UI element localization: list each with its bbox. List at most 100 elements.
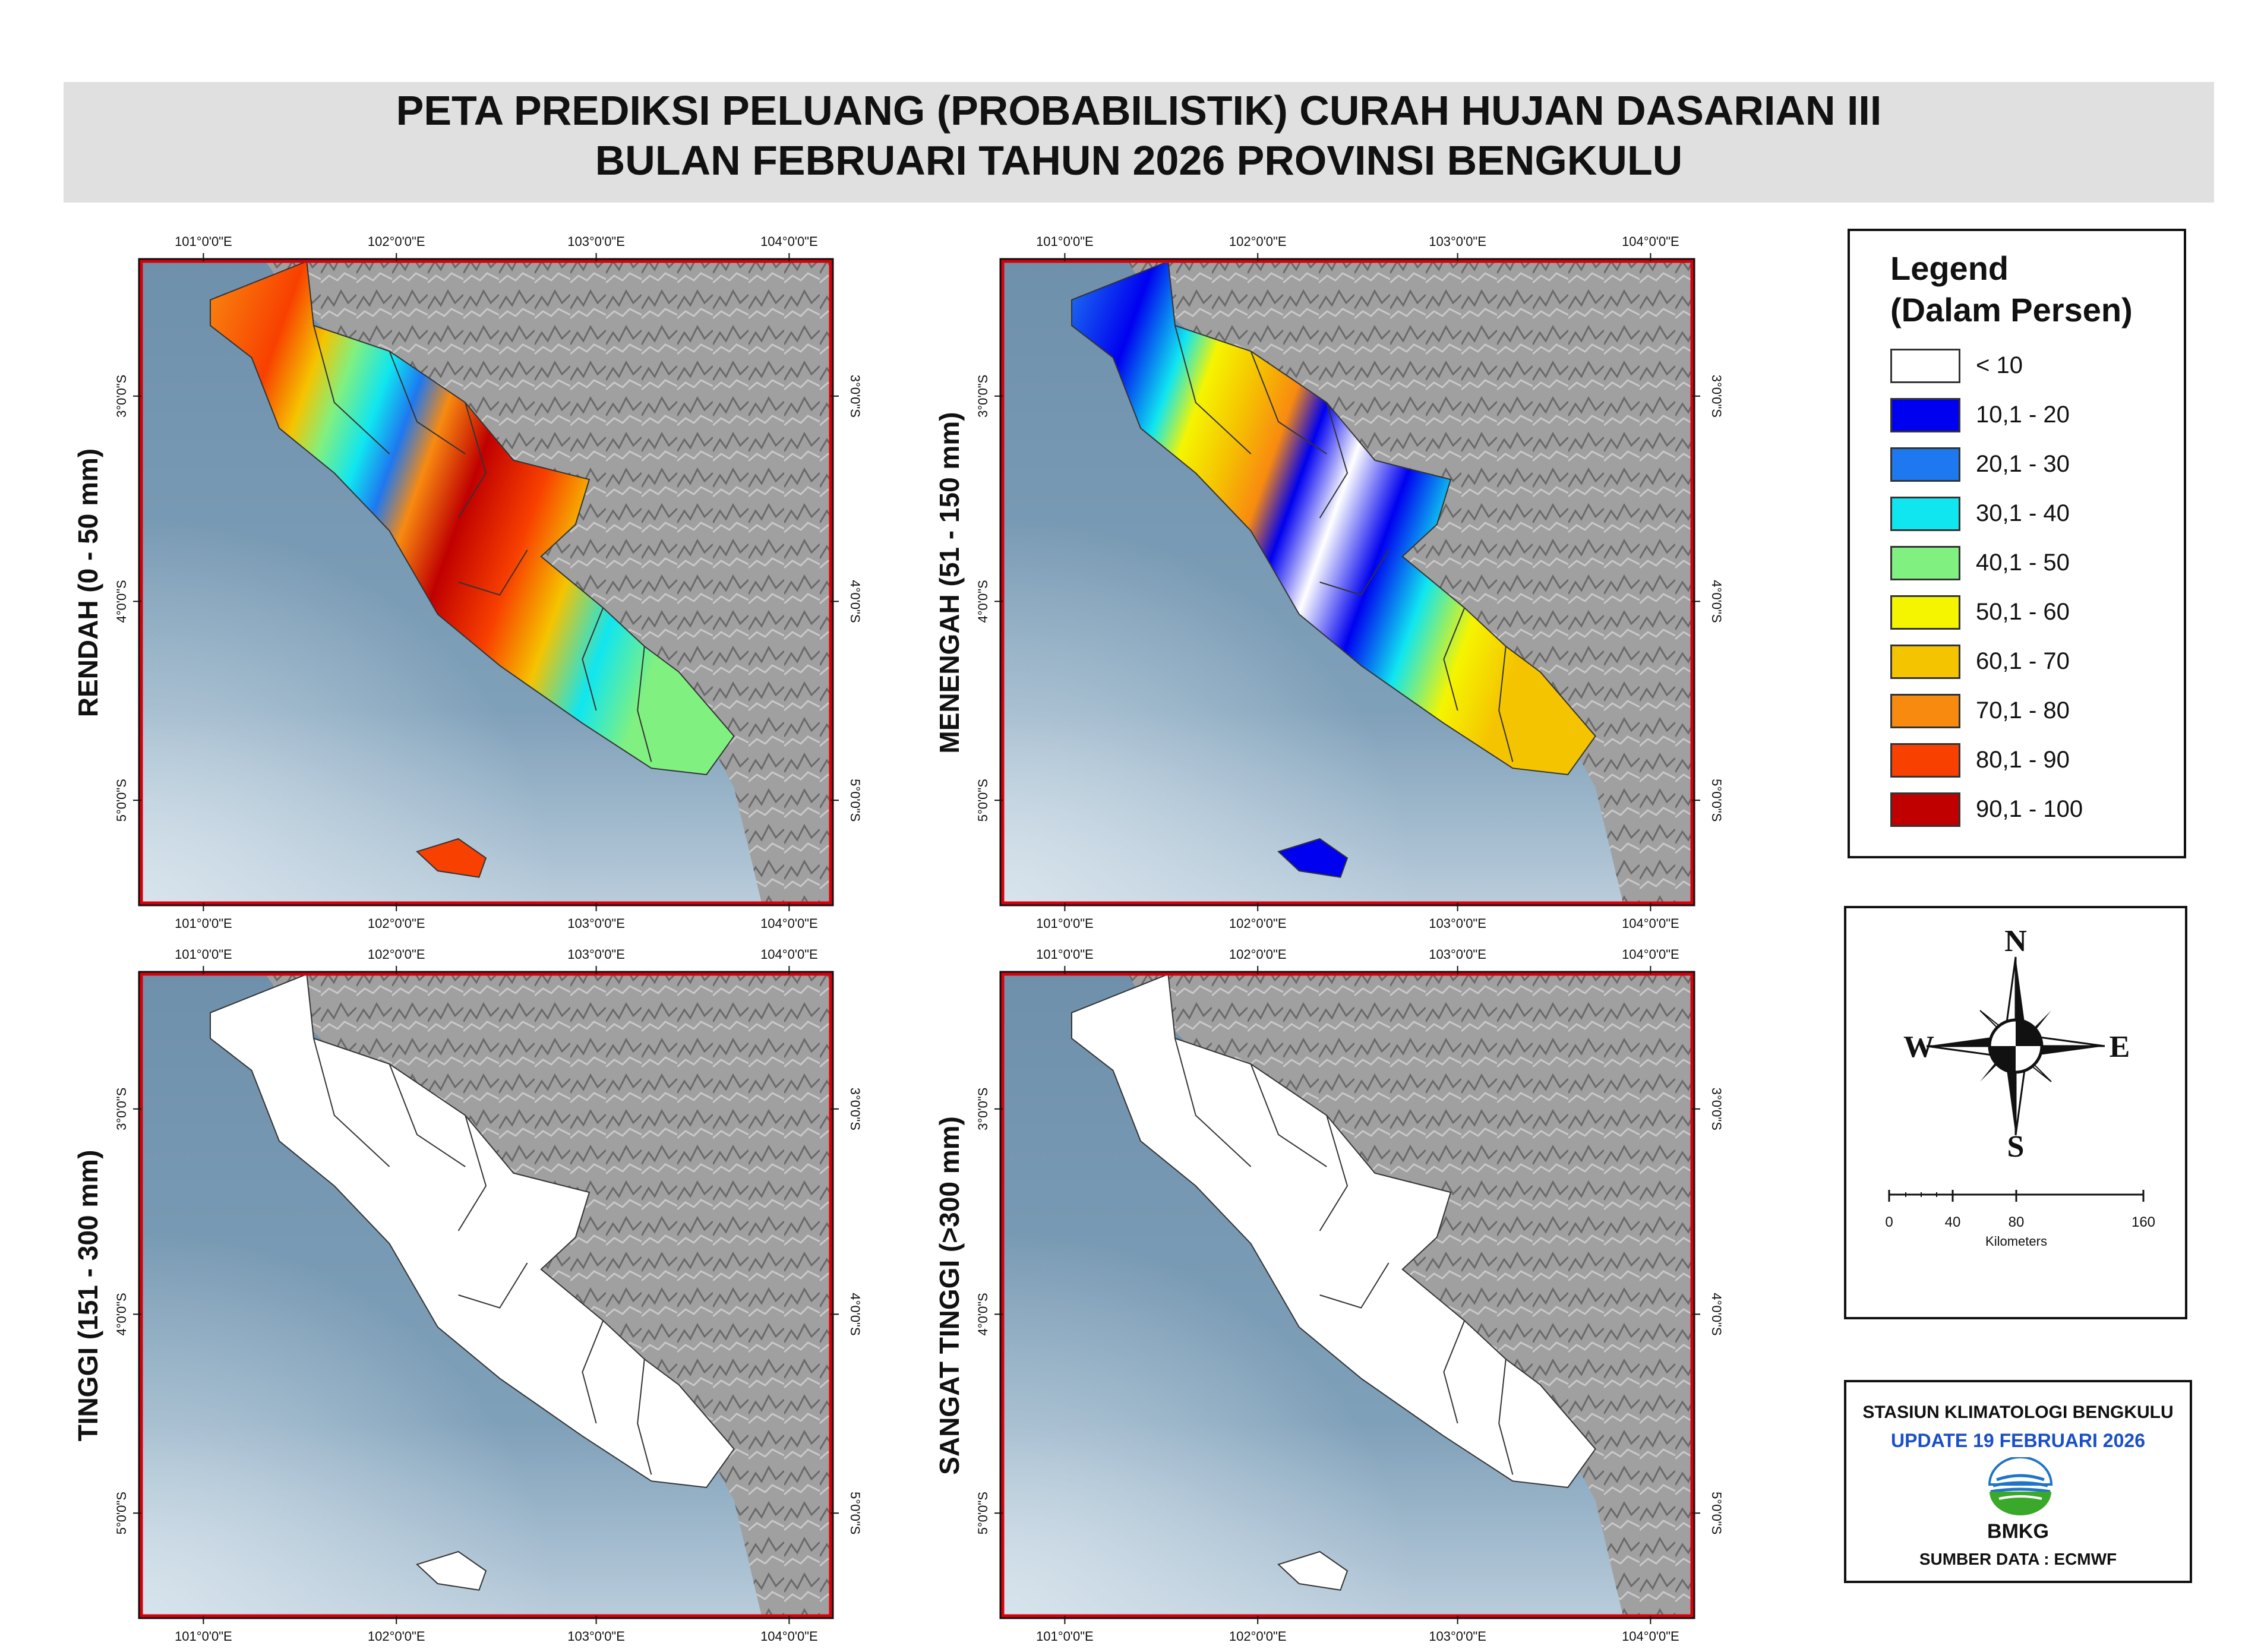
bmkg-logo-icon bbox=[1988, 1457, 2053, 1515]
legend-label: 70,1 - 80 bbox=[1976, 697, 2070, 724]
legend-label: 40,1 - 50 bbox=[1976, 549, 2070, 576]
data-source: SUMBER DATA : ECMWF bbox=[1919, 1550, 2117, 1568]
district-boundary bbox=[637, 1359, 652, 1475]
lon-tick-label: 103°0'0"E bbox=[567, 234, 625, 249]
title-band: PETA PREDIKSI PELUANG (PROBABILISTIK) CU… bbox=[64, 82, 2214, 203]
lat-tick-label: 4°0'0"S bbox=[975, 1293, 990, 1335]
lat-tick-label: 5°0'0"S bbox=[975, 1492, 990, 1534]
legend-swatch bbox=[1890, 398, 1960, 432]
lon-tick-label: 102°0'0"E bbox=[1229, 234, 1287, 249]
legend-title: Legend bbox=[1890, 249, 2009, 287]
map-panel: 101°0'0"E 101°0'0"E 102°0'0"E 102°0'0"E 103°… bbox=[975, 947, 1724, 1644]
legend-swatch bbox=[1890, 447, 1960, 482]
lon-tick-label: 102°0'0"E bbox=[1229, 916, 1287, 931]
scale-bar: 0 40 80 160 Kilometers bbox=[1885, 1190, 2155, 1249]
legend-label: 60,1 - 70 bbox=[1976, 648, 2070, 674]
map-border bbox=[999, 971, 1695, 1619]
compass-and-scale: N S E W 0 40 80 160 Kilometers bbox=[1844, 906, 2187, 1319]
lon-tick-label: 104°0'0"E bbox=[760, 947, 818, 962]
enggano-island bbox=[416, 1550, 487, 1591]
lon-tick-label: 103°0'0"E bbox=[1429, 1629, 1486, 1644]
lon-tick-label: 104°0'0"E bbox=[1622, 1629, 1679, 1644]
lat-tick-label: 3°0'0"S bbox=[848, 375, 863, 418]
legend-item: 80,1 - 90 bbox=[1890, 743, 2175, 778]
station-name: STASIUN KLIMATOLOGI BENGKULU bbox=[1862, 1403, 2174, 1422]
legend-swatch bbox=[1890, 694, 1960, 728]
district-boundary bbox=[582, 1320, 604, 1424]
enggano-island bbox=[1277, 1550, 1349, 1591]
lat-tick-label: 5°0'0"S bbox=[114, 1492, 129, 1534]
legend-label: 50,1 - 60 bbox=[1976, 599, 2070, 625]
lat-tick-label: 5°0'0"S bbox=[848, 779, 863, 822]
bmkg-logo-text: BMKG bbox=[1987, 1520, 2049, 1543]
enggano-island bbox=[1277, 838, 1349, 878]
update-date: UPDATE 19 FEBRUARI 2026 bbox=[1891, 1430, 2145, 1451]
legend-swatch bbox=[1890, 349, 1960, 383]
district-boundary bbox=[389, 1063, 466, 1167]
panel-label: TINGGI (151 - 300 mm) bbox=[72, 1149, 103, 1442]
map-panel: 101°0'0"E 101°0'0"E 102°0'0"E 102°0'0"E 103°… bbox=[114, 234, 863, 931]
legend-swatch bbox=[1890, 792, 1960, 827]
legend-label: 80,1 - 90 bbox=[1976, 747, 2070, 773]
lon-tick-label: 101°0'0"E bbox=[175, 1629, 232, 1644]
lon-tick-label: 103°0'0"E bbox=[1429, 947, 1486, 962]
lon-tick-label: 102°0'0"E bbox=[368, 947, 425, 962]
scale-tick-80: 80 bbox=[2009, 1214, 2025, 1230]
lat-tick-label: 4°0'0"S bbox=[114, 1293, 129, 1335]
lat-tick-label: 5°0'0"S bbox=[848, 1492, 863, 1534]
west-label: W bbox=[1903, 1030, 1934, 1064]
district-boundary bbox=[1250, 350, 1327, 454]
legend-swatch bbox=[1890, 595, 1960, 630]
lat-tick-label: 4°0'0"S bbox=[848, 580, 863, 623]
lon-tick-label: 101°0'0"E bbox=[1036, 234, 1094, 249]
legend: Legend (Dalam Persen) < 10 10,1 - 20 20,1 … bbox=[1848, 229, 2186, 858]
lat-tick-label: 3°0'0"S bbox=[114, 1088, 129, 1130]
map-border bbox=[999, 258, 1695, 906]
lon-tick-label: 104°0'0"E bbox=[760, 234, 818, 249]
lon-tick-label: 101°0'0"E bbox=[1036, 916, 1094, 931]
lat-tick-label: 3°0'0"S bbox=[1709, 375, 1724, 418]
panel-label: RENDAH (0 - 50 mm) bbox=[72, 448, 103, 718]
legend-item: 50,1 - 60 bbox=[1890, 595, 2175, 630]
legend-label: < 10 bbox=[1976, 352, 2023, 378]
legend-swatch bbox=[1890, 546, 1960, 580]
map-panel: 101°0'0"E 101°0'0"E 102°0'0"E 102°0'0"E 103°… bbox=[114, 947, 863, 1644]
lat-tick-label: 3°0'0"S bbox=[848, 1088, 863, 1130]
lat-tick-label: 4°0'0"S bbox=[975, 580, 990, 623]
lat-tick-label: 4°0'0"S bbox=[1709, 580, 1724, 623]
lon-tick-label: 102°0'0"E bbox=[368, 1629, 425, 1644]
lon-tick-label: 103°0'0"E bbox=[567, 1629, 625, 1644]
legend-label: 30,1 - 40 bbox=[1976, 500, 2070, 526]
panel-label: MENENGAH (51 - 150 mm) bbox=[934, 412, 965, 754]
lon-tick-label: 101°0'0"E bbox=[1036, 1629, 1094, 1644]
lon-tick-label: 104°0'0"E bbox=[760, 1629, 818, 1644]
lon-tick-label: 101°0'0"E bbox=[175, 916, 232, 931]
legend-label: 90,1 - 100 bbox=[1976, 796, 2083, 822]
district-boundary bbox=[313, 325, 390, 454]
map-border bbox=[138, 971, 834, 1619]
lon-tick-label: 101°0'0"E bbox=[1036, 947, 1094, 962]
map-title-line-2: BULAN FEBRUARI TAHUN 2026 PROVINSI BENGK… bbox=[595, 137, 1683, 184]
lat-tick-label: 3°0'0"S bbox=[975, 1088, 990, 1130]
scale-unit: Kilometers bbox=[1985, 1234, 2047, 1249]
lat-tick-label: 3°0'0"S bbox=[975, 375, 990, 418]
district-boundary bbox=[1443, 1320, 1466, 1424]
lat-tick-label: 5°0'0"S bbox=[1709, 1492, 1724, 1534]
lat-tick-label: 4°0'0"S bbox=[848, 1293, 863, 1335]
legend-swatch bbox=[1890, 645, 1960, 679]
lon-tick-label: 102°0'0"E bbox=[368, 234, 425, 249]
lon-tick-label: 104°0'0"E bbox=[1622, 947, 1679, 962]
lon-tick-label: 104°0'0"E bbox=[1622, 234, 1679, 249]
district-boundary bbox=[1319, 549, 1390, 596]
map-frame bbox=[1001, 972, 1694, 1618]
map-frame bbox=[140, 972, 832, 1618]
lon-tick-label: 103°0'0"E bbox=[567, 947, 625, 962]
lat-tick-label: 4°0'0"S bbox=[114, 580, 129, 623]
east-label: E bbox=[2110, 1030, 2130, 1064]
lon-tick-label: 101°0'0"E bbox=[175, 947, 232, 962]
district-boundary bbox=[1498, 1359, 1514, 1475]
terrain-hillshade bbox=[1126, 261, 1692, 903]
district-boundary bbox=[582, 607, 604, 711]
district-boundary bbox=[1174, 325, 1252, 454]
district-boundary bbox=[1498, 646, 1514, 762]
